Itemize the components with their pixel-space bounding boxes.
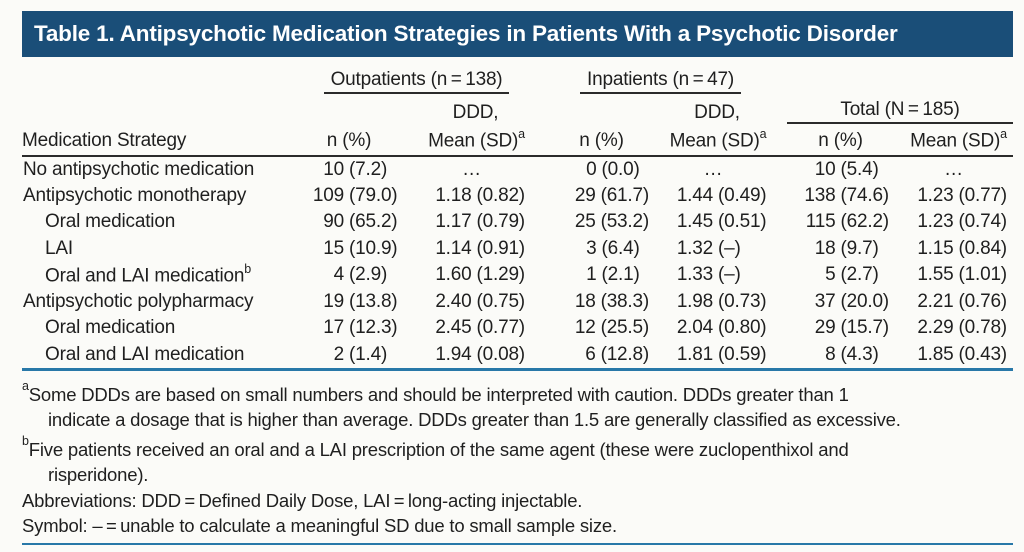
cell-value: 1.98 (0.73): [676, 290, 767, 312]
cell-value: 109 (79.0): [312, 184, 398, 206]
column-header-n-total: n (%): [777, 124, 894, 157]
page-bottom-rule: [22, 543, 1013, 546]
cell-value: 2 (1.4): [333, 343, 388, 365]
cell-value: 18 (38.3): [574, 290, 649, 312]
footnote-line: bFive patients received an oral and a LA…: [22, 433, 849, 460]
cell-value: 1.94 (0.08): [435, 343, 525, 365]
row-label: Oral medication: [45, 211, 176, 233]
footnote-line: aSome DDDs are based on small numbers an…: [22, 379, 849, 406]
cell-value: 5 (2.7): [825, 264, 879, 286]
ddd-label-inpatients: DDD,: [694, 102, 740, 123]
cell-value: 25 (53.2): [574, 211, 649, 233]
cell-value: 17 (12.3): [323, 317, 398, 339]
cell-value: 10 (5.4): [814, 158, 879, 180]
table-bottom-rule: [22, 368, 1013, 371]
cell-value: 1.85 (0.43): [917, 343, 1007, 365]
cell-value: 1.60 (1.29): [435, 264, 525, 286]
cell-value: 2.40 (0.75): [435, 290, 525, 312]
ddd-label-outpatients: DDD,: [452, 102, 499, 123]
table-row: LAI 15 (10.9) 1.14 (0.91) 3 (6.4) 1.32 (–) 18 (9.7…: [22, 236, 1013, 263]
cell-value: 1 (2.1): [586, 264, 640, 286]
footnote-marker-a: a: [518, 126, 525, 141]
column-header-mean-total: Mean (SD)a: [894, 124, 1013, 157]
table-row: Antipsychotic polypharmacy 19 (13.8) 2.40 (0…: [22, 289, 1013, 316]
footnote-line: Symbol: – = unable to calculate a meanin…: [22, 514, 617, 536]
row-label: Oral medication: [45, 317, 176, 339]
cell-value: 1.55 (1.01): [917, 264, 1007, 286]
cell-value: 1.33 (–): [676, 264, 741, 286]
row-label: Oral and LAI medicationb: [45, 262, 251, 287]
cell-value: 1.14 (0.91): [435, 237, 525, 259]
group-header-outpatients: Outpatients (n = 138): [289, 58, 544, 94]
cell-value: 1.15 (0.84): [917, 237, 1007, 259]
footnote-line: Abbreviations: DDD = Defined Daily Dose,…: [22, 489, 583, 511]
cell-value: 138 (74.6): [804, 184, 889, 206]
cell-value: 2.45 (0.77): [435, 317, 525, 339]
cell-value: 2.21 (0.76): [917, 290, 1007, 312]
table-row: No antipsychotic medication 10 (7.2) … 0 (0.0…: [22, 156, 1013, 183]
cell-value: 29 (61.7): [574, 184, 649, 206]
footnote-marker-b: b: [22, 433, 29, 448]
cell-value: …: [703, 158, 723, 180]
column-header-n-outpatients: n (%): [289, 124, 399, 157]
row-label: No antipsychotic medication: [23, 158, 255, 180]
footnote-line: indicate a dosage that is higher than av…: [48, 409, 901, 431]
group-header-total: Total (N = 185): [777, 94, 1013, 124]
column-header-mean-inpatients: Mean (SD)a: [649, 124, 777, 157]
table-row: Antipsychotic monotherapy 109 (79.0) 1.18 (0…: [22, 183, 1013, 210]
table-title: Table 1. Antipsychotic Medication Strate…: [22, 11, 1013, 57]
footnote-marker-b: b: [244, 262, 251, 277]
cell-value: 10 (7.2): [323, 158, 388, 180]
cell-value: 18 (9.7): [814, 237, 879, 259]
table-body: No antipsychotic medication 10 (7.2) … 0 (0.0…: [22, 156, 1013, 368]
cell-value: 1.18 (0.82): [435, 184, 525, 206]
footnote-line: risperidone).: [48, 464, 149, 486]
row-label: Antipsychotic polypharmacy: [23, 290, 254, 312]
table-container: Medication Strategy Outpatients (n = 138…: [22, 58, 1013, 546]
row-label: LAI: [45, 237, 73, 259]
cell-value: 1.81 (0.59): [676, 343, 767, 365]
data-table: Medication Strategy Outpatients (n = 138…: [22, 58, 1013, 368]
cell-value: 15 (10.9): [323, 237, 398, 259]
table-row: Oral and LAI medicationb 4 (2.9) 1.60 (1.29)…: [22, 262, 1013, 289]
table-row: Oral medication 17 (12.3) 2.45 (0.77) 12 (25.5…: [22, 315, 1013, 342]
cell-value: 1.44 (0.49): [676, 184, 767, 206]
cell-value: …: [944, 158, 963, 180]
cell-value: 1.17 (0.79): [435, 211, 525, 233]
cell-value: 37 (20.0): [814, 290, 889, 312]
table-row: Oral medication 90 (65.2) 1.17 (0.79) 25 (53.2…: [22, 209, 1013, 236]
spacer-cell: [544, 94, 649, 124]
cell-value: …: [462, 158, 481, 180]
cell-value: 19 (13.8): [323, 290, 398, 312]
cell-value: 1.45 (0.51): [676, 211, 767, 233]
cell-value: 8 (4.3): [825, 343, 879, 365]
footnote-marker-a: a: [22, 379, 29, 393]
cell-value: 1.23 (0.74): [917, 211, 1007, 233]
cell-value: 1.32 (–): [676, 237, 741, 259]
cell-value: 2.04 (0.80): [676, 317, 767, 339]
cell-value: 0 (0.0): [586, 158, 640, 180]
cell-value: 1.23 (0.77): [917, 184, 1007, 206]
row-label: Oral and LAI medication: [45, 343, 245, 365]
footnote-marker-a: a: [759, 126, 767, 141]
cell-value: 115 (62.2): [805, 211, 889, 233]
footnotes: aSome DDDs are based on small numbers an…: [22, 378, 1013, 538]
spacer-cell: [289, 94, 399, 124]
group-header-total-spacer: [777, 58, 1013, 94]
cell-value: 12 (25.5): [574, 317, 649, 339]
cell-value: 29 (15.7): [814, 317, 889, 339]
table-row: Oral and LAI medication 2 (1.4) 1.94 (0.08) 6…: [22, 342, 1013, 369]
column-header-mean-outpatients: Mean (SD)a: [399, 124, 544, 157]
cell-value: 2.29 (0.78): [917, 317, 1007, 339]
row-label: Antipsychotic monotherapy: [23, 184, 247, 206]
footnote-marker-a: a: [1000, 126, 1007, 141]
group-header-inpatients: Inpatients (n = 47): [544, 58, 777, 94]
column-header-medication-strategy: Medication Strategy: [22, 58, 289, 157]
cell-value: 4 (2.9): [333, 264, 388, 286]
cell-value: 6 (12.8): [585, 343, 649, 365]
cell-value: 3 (6.4): [586, 237, 640, 259]
cell-value: 90 (65.2): [323, 211, 398, 233]
column-header-n-inpatients: n (%): [544, 124, 649, 157]
